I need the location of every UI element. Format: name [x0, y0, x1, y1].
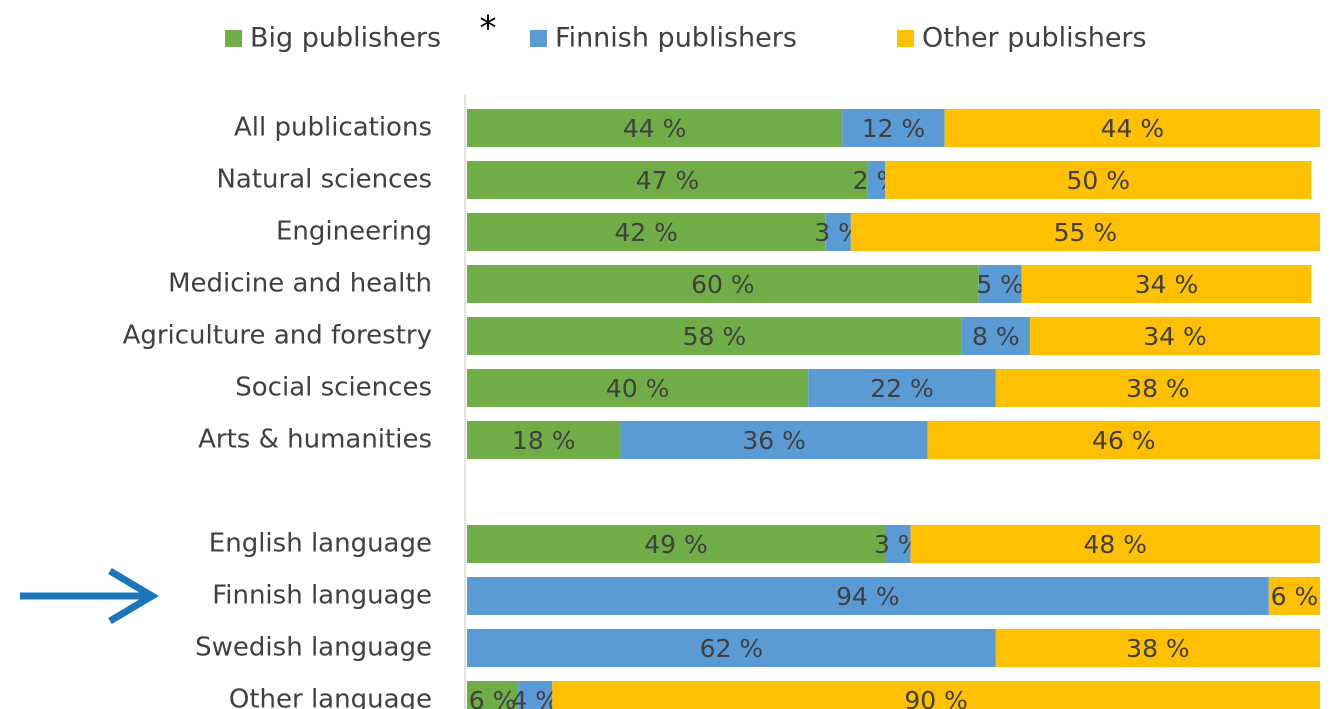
data-label: 40 % [606, 374, 670, 403]
legend-swatch [530, 30, 547, 47]
bar-segment [927, 421, 1320, 459]
bar-segment [467, 577, 1269, 615]
legend-swatch [897, 30, 914, 47]
bar-segment [867, 161, 885, 199]
bar-segment [518, 681, 553, 709]
data-label: 6 % [1271, 582, 1319, 611]
data-label: 42 % [614, 218, 678, 247]
bar-segment [995, 629, 1320, 667]
bar-segment [467, 369, 809, 407]
y-tick-label: English language [209, 529, 432, 559]
data-label: 34 % [1143, 322, 1207, 351]
data-label: 38 % [1126, 374, 1190, 403]
legend-label: Finnish publishers [555, 23, 797, 54]
data-label: 50 % [1066, 166, 1130, 195]
bar-segment [467, 109, 843, 147]
legend-swatch [225, 30, 242, 47]
bar-segment [467, 421, 621, 459]
data-label: 18 % [512, 426, 576, 455]
y-tick-label: Arts & humanities [198, 425, 432, 455]
bar-segment [884, 525, 911, 563]
y-tick-label: Social sciences [235, 373, 432, 403]
bar-segment [961, 317, 1030, 355]
data-label: 34 % [1135, 270, 1199, 299]
data-label: 8 % [972, 322, 1020, 351]
data-label: 58 % [683, 322, 747, 351]
data-label: 44 % [623, 114, 687, 143]
bar-segment [910, 525, 1320, 563]
data-label: 36 % [742, 426, 806, 455]
bar-segment [620, 421, 928, 459]
bar-segment [1268, 577, 1320, 615]
data-label: 94 % [836, 582, 900, 611]
bar-segment [467, 265, 979, 303]
legend-label: Other publishers [922, 23, 1147, 54]
y-tick-label: Engineering [276, 217, 432, 247]
data-label: 90 % [904, 686, 968, 709]
bar-segment [467, 525, 885, 563]
y-tick-label: Finnish language [212, 581, 432, 611]
bar-segment [808, 369, 996, 407]
data-label: 48 % [1084, 530, 1148, 559]
bar-segment [884, 161, 1312, 199]
bar-segment [552, 681, 1320, 709]
data-label: 44 % [1101, 114, 1165, 143]
data-label: 46 % [1092, 426, 1156, 455]
annotation: * [480, 9, 497, 49]
bar-segment [825, 213, 851, 251]
data-label: 47 % [636, 166, 700, 195]
data-label: 62 % [700, 634, 764, 663]
data-label: 60 % [691, 270, 755, 299]
data-label: 49 % [644, 530, 708, 559]
legend-label: Big publishers [250, 23, 441, 54]
bar-segment [978, 265, 1022, 303]
y-tick-label: Medicine and health [168, 269, 432, 299]
bar-segment [467, 681, 519, 709]
bar-segment [467, 213, 826, 251]
bar-segment [467, 317, 962, 355]
bar-segment [850, 213, 1320, 251]
bar-segment [467, 629, 996, 667]
arrow [20, 567, 159, 625]
data-label: 5 % [976, 270, 1024, 299]
data-label: 38 % [1126, 634, 1190, 663]
bar-segment [995, 369, 1320, 407]
bar-segment [842, 109, 945, 147]
data-label: 12 % [862, 114, 926, 143]
data-label: 4 % [511, 686, 559, 709]
y-tick-label: Swedish language [195, 633, 432, 663]
y-tick-label: All publications [234, 113, 432, 143]
bar-segment [467, 161, 868, 199]
y-tick-label: Natural sciences [216, 165, 432, 195]
bar-segment [1029, 317, 1320, 355]
y-tick-label: Other language [229, 685, 432, 709]
data-label: 55 % [1054, 218, 1118, 247]
data-label: 6 % [469, 686, 517, 709]
bar-segment [1021, 265, 1312, 303]
y-tick-label: Agriculture and forestry [123, 321, 432, 351]
data-label: 22 % [870, 374, 934, 403]
bar-segment [944, 109, 1320, 147]
